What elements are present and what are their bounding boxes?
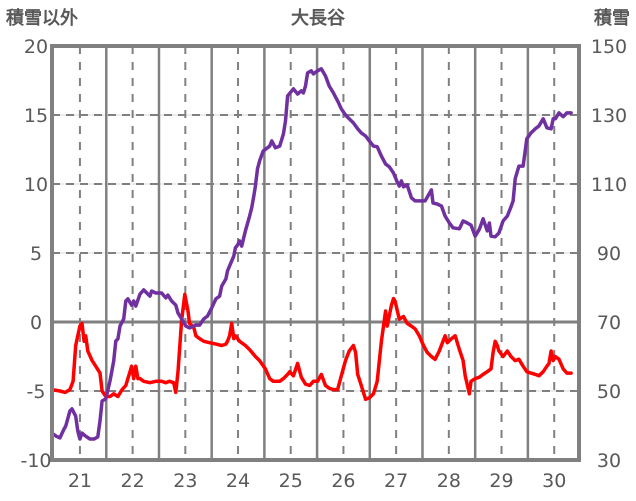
x-tick-label: 30 <box>542 470 566 492</box>
chart-title: 大長谷 <box>291 7 346 29</box>
x-tick-label: 23 <box>173 470 197 492</box>
x-tick-label: 25 <box>279 470 303 492</box>
y-right-tick-label: 110 <box>591 174 627 196</box>
x-tick-label: 28 <box>437 470 461 492</box>
y-left-tick-label: 0 <box>30 312 42 334</box>
y-right-tick-label: 50 <box>597 381 621 403</box>
y-left-tick-label: 10 <box>24 174 48 196</box>
x-tick-label: 29 <box>489 470 513 492</box>
y-left-tick-label: 5 <box>30 243 42 265</box>
y-left-tick-label: -5 <box>27 381 46 403</box>
y-right-tick-label: 70 <box>597 312 621 334</box>
right-axis-label: 積雪 <box>593 7 630 29</box>
y-left-tick-label: 15 <box>24 105 48 127</box>
series-line-snow-depth <box>50 67 573 441</box>
x-tick-label: 22 <box>121 470 145 492</box>
left-axis-label: 積雪以外 <box>5 7 78 29</box>
y-left-tick-label: -10 <box>20 450 51 472</box>
x-tick-label: 24 <box>226 470 250 492</box>
plot-frame <box>50 44 581 462</box>
grid <box>52 46 579 460</box>
y-right-tick-label: 130 <box>591 105 627 127</box>
series-group <box>50 67 573 441</box>
x-tick-label: 26 <box>331 470 355 492</box>
y-right-tick-label: 90 <box>597 243 621 265</box>
y-right-tick-label: 30 <box>597 450 621 472</box>
series-line-other <box>50 292 573 402</box>
tick-labels: 20 150 15 130 10 110 5 90 0 70 -5 50 -10 30 21 22 23 24 25… <box>20 36 627 492</box>
y-right-tick-label: 150 <box>591 36 627 58</box>
x-tick-label: 27 <box>384 470 408 492</box>
x-tick-label: 21 <box>68 470 92 492</box>
y-left-tick-label: 20 <box>24 36 48 58</box>
